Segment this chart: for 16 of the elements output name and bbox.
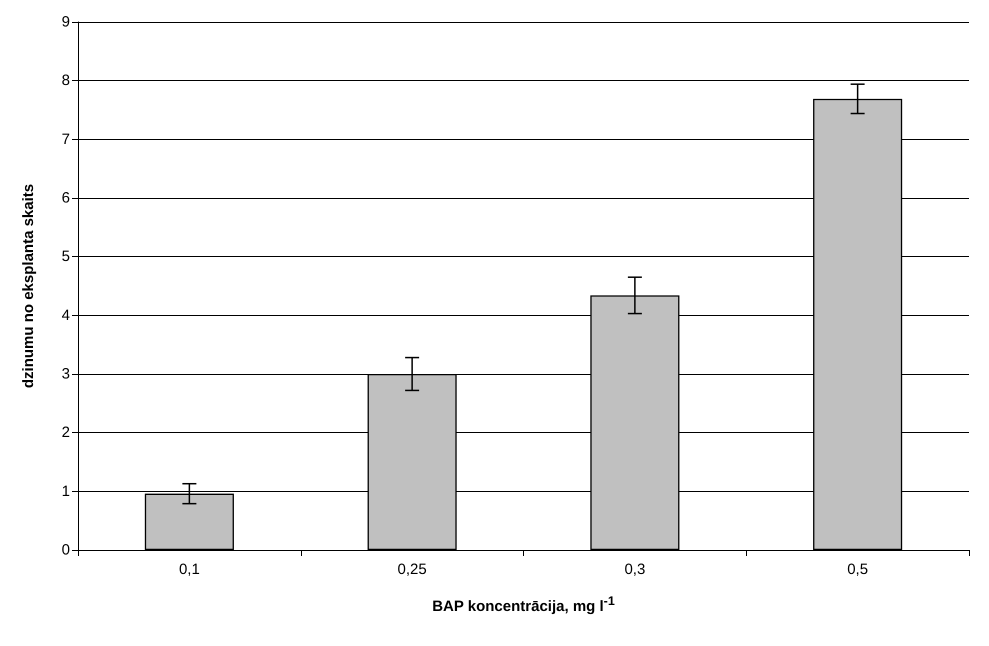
- y-tick-label: 5: [62, 248, 70, 266]
- x-axis-title: BAP koncentrācija, mg l$^{-1}$: [431, 594, 616, 615]
- x-tick-label: 0,25: [398, 561, 427, 578]
- y-tick-label: 9: [62, 14, 70, 30]
- x-tick-label: 0,3: [624, 561, 646, 578]
- y-tick-label: 0: [62, 542, 70, 558]
- y-tick-label: 7: [62, 130, 70, 148]
- y-axis-title: dzinumu no eksplanta skaits: [20, 184, 37, 388]
- y-tick-label: 1: [62, 482, 70, 500]
- y-tick-label: 6: [62, 190, 70, 206]
- x-tick-label: 0,1: [178, 561, 200, 578]
- y-tick-label: 8: [62, 72, 70, 90]
- y-tick-label: 2: [62, 424, 70, 442]
- y-tick-label: 3: [62, 366, 70, 382]
- y-tick-label: 4: [62, 306, 70, 324]
- x-tick-label: 0,5: [847, 561, 868, 578]
